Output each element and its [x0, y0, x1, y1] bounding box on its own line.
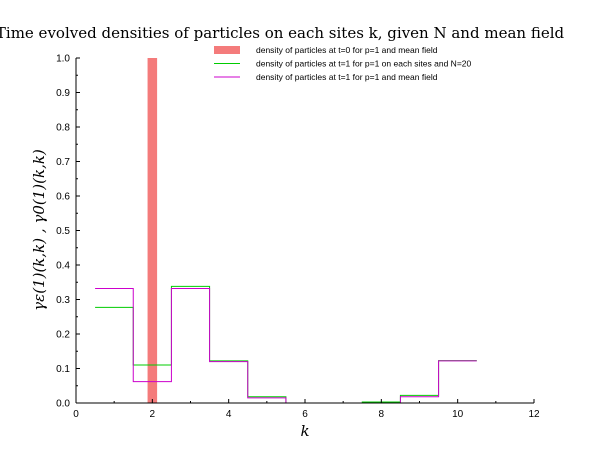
chart-title: Time evolved densities of particles on e… — [0, 24, 564, 42]
y-tick-label: 0.8 — [56, 123, 70, 134]
y-tick-label: 0.6 — [56, 192, 70, 203]
y-tick-label: 0.5 — [56, 226, 70, 237]
x-tick-label: 4 — [226, 409, 232, 420]
y-tick-label: 0.2 — [56, 330, 70, 341]
y-axis-label: γε(1)(k,k) , γ0(1)(k,k) — [30, 149, 48, 311]
legend-swatch-0 — [214, 46, 240, 54]
bar-0-0 — [147, 58, 158, 403]
x-tick-label: 6 — [302, 409, 308, 420]
x-tick-label: 12 — [528, 409, 540, 420]
legend-label-2: density of particles at t=1 for p=1 and … — [256, 72, 438, 82]
legend-label-0: density of particles at t=0 for p=1 and … — [256, 45, 438, 55]
x-tick-label: 2 — [150, 409, 156, 420]
x-axis-label: k — [300, 422, 309, 440]
y-tick-label: 0.3 — [56, 295, 70, 306]
y-tick-label: 0.7 — [56, 157, 70, 168]
plot-area: 0.0 0.1 0.2 0.3 0.4 0.5 0.6 0.7 0.8 0.9 1.0 0 2 4 6 8 10… — [56, 54, 540, 421]
x-tick-label: 8 — [379, 409, 385, 420]
x-tick-label: 10 — [452, 409, 464, 420]
y-tick-label: 0.9 — [56, 88, 70, 99]
y-tick-label: 0.0 — [56, 399, 70, 410]
y-tick-label: 0.4 — [56, 261, 70, 272]
legend-label-1: density of particles at t=1 for p=1 on e… — [256, 59, 472, 69]
y-tick-label: 0.1 — [56, 364, 70, 375]
y-tick-label: 1.0 — [56, 54, 70, 65]
series-line-2 — [95, 287, 477, 404]
legend: density of particles at t=0 for p=1 and … — [214, 45, 472, 82]
x-tick-label: 0 — [73, 409, 79, 420]
